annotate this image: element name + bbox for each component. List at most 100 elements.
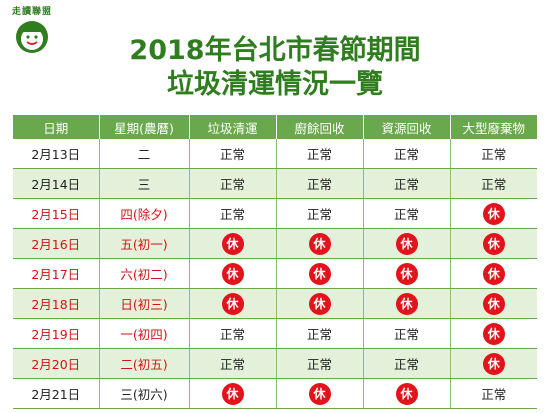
trash-status-cell: 正常 [189,198,277,229]
weekday-cell: 四(除夕) [99,198,190,229]
bulky-waste-status-cell: 休 [450,258,537,289]
date-cell-text: 2月21日 [31,387,81,402]
trash-status-cell: 正常 [189,318,277,349]
recycling-status-cell: 休 [363,258,451,289]
weekday-cell: 二 [99,139,190,169]
rest-badge: 休 [308,292,331,315]
weekday-cell: 三 [99,168,190,199]
date-cell-text: 2月15日 [31,207,81,222]
smiling-face-icon [16,21,48,53]
rest-badge: 休 [395,232,418,255]
weekday-cell-text: 五(初一) [120,237,168,252]
rest-badge: 休 [395,382,418,405]
weekday-cell-text: 四(除夕) [120,207,168,222]
weekday-cell: 六(初二) [99,258,190,289]
table-row: 2月20日 二(初五) 正常 正常 正常 休 [13,348,537,379]
date-cell-text: 2月20日 [31,357,81,372]
date-cell: 2月13日 [13,139,100,169]
food-waste-status-cell-text: 正常 [306,357,332,372]
food-waste-status-cell-text: 正常 [306,207,332,222]
weekday-cell: 五(初一) [99,228,190,259]
recycling-status-cell: 正常 [363,348,451,379]
page-title-line1: 2018年台北市春節期間 [129,35,421,66]
rest-badge: 休 [482,322,505,345]
table-row: 2月14日 三 正常 正常 正常 正常 [13,168,537,199]
recycling-status-cell: 休 [363,228,451,259]
recycling-status-cell-text: 正常 [393,357,419,372]
trash-status-cell-text: 正常 [219,147,245,162]
bulky-waste-status-cell-text: 正常 [481,147,507,162]
date-cell: 2月18日 [13,288,100,319]
table-row: 2月13日 二 正常 正常 正常 正常 [13,139,537,169]
rest-badge: 休 [482,352,505,375]
table-row: 2月18日 日(初三) 休 休 休 休 [13,288,537,319]
bulky-waste-status-cell: 休 [450,198,537,229]
date-cell: 2月16日 [13,228,100,259]
weekday-cell: 一(初四) [99,318,190,349]
bulky-waste-status-cell: 休 [450,318,537,349]
food-waste-status-cell: 正常 [276,318,364,349]
recycling-status-cell: 休 [363,288,451,319]
bulky-waste-status-cell: 正常 [450,168,537,199]
table-row: 2月15日 四(除夕) 正常 正常 正常 休 [13,198,537,229]
date-cell-text: 2月19日 [31,327,81,342]
weekday-cell-text: 日(初三) [120,297,168,312]
date-cell: 2月15日 [13,198,100,229]
date-cell: 2月21日 [13,378,100,409]
food-waste-status-cell: 休 [276,228,364,259]
page-title-line2: 垃圾清運情況一覽 [167,69,383,100]
rest-badge: 休 [482,262,505,285]
date-cell-text: 2月14日 [31,177,81,192]
trash-status-cell: 正常 [189,168,277,199]
rest-badge: 休 [308,232,331,255]
food-waste-status-cell-text: 正常 [306,147,332,162]
recycling-status-cell: 正常 [363,168,451,199]
trash-status-cell: 休 [189,258,277,289]
weekday-cell-text: 三(初六) [120,387,168,402]
column-header-recycling: 資源回收 [363,115,451,139]
rest-badge: 休 [308,382,331,405]
bulky-waste-status-cell: 正常 [450,139,537,169]
date-cell-text: 2月13日 [31,147,81,162]
rest-badge: 休 [308,262,331,285]
table-row: 2月16日 五(初一) 休 休 休 休 [13,228,537,259]
bulky-waste-status-cell: 休 [450,348,537,379]
rest-badge: 休 [482,292,505,315]
logo-text: 走讀聯盟 [11,7,52,17]
table-body: 2月13日二正常 正常 正常 正常 2月14日三正常 正常 正常 正常 2月15日 四(除夕) 正常… [13,139,537,409]
weekday-cell-text: 一(初四) [120,327,168,342]
food-waste-status-cell: 正常 [276,198,364,229]
recycling-status-cell-text: 正常 [393,207,419,222]
food-waste-status-cell: 正常 [276,168,364,199]
bulky-waste-status-cell-text: 正常 [481,177,507,192]
table-row: 2月17日 六(初二) 休 休 休 休 [13,258,537,289]
rest-badge: 休 [221,382,244,405]
column-header-date: 日期 [13,115,100,139]
food-waste-status-cell: 休 [276,378,364,409]
date-cell-text: 2月17日 [31,267,81,282]
bulky-waste-status-cell: 休 [450,288,537,319]
trash-status-cell-text: 正常 [219,207,245,222]
food-waste-status-cell: 休 [276,258,364,289]
trash-status-cell: 正常 [189,139,277,169]
table-row: 2月19日 一(初四) 正常 正常 正常 休 [13,318,537,349]
column-header-bulky-waste: 大型廢棄物 [450,115,537,139]
weekday-cell-text: 二 [137,147,151,162]
trash-status-cell: 休 [189,228,277,259]
column-header-food-waste: 廚餘回收 [276,115,364,139]
bulky-waste-status-cell-text: 正常 [481,387,507,402]
rest-badge: 休 [221,292,244,315]
food-waste-status-cell: 休 [276,288,364,319]
date-cell-text: 2月16日 [31,237,81,252]
bulky-waste-status-cell: 正常 [450,378,537,409]
food-waste-status-cell: 正常 [276,348,364,379]
column-header-trash: 垃圾清運 [189,115,277,139]
rest-badge: 休 [482,232,505,255]
food-waste-status-cell: 正常 [276,139,364,169]
date-cell: 2月19日 [13,318,100,349]
schedule-table: 日期 星期(農曆) 垃圾清運 廚餘回收 資源回收 大型廢棄物 2月13日二正常正… [13,115,537,409]
rest-badge: 休 [395,262,418,285]
trash-status-cell: 正常 [189,348,277,379]
recycling-status-cell-text: 正常 [393,177,419,192]
date-cell: 2月17日 [13,258,100,289]
